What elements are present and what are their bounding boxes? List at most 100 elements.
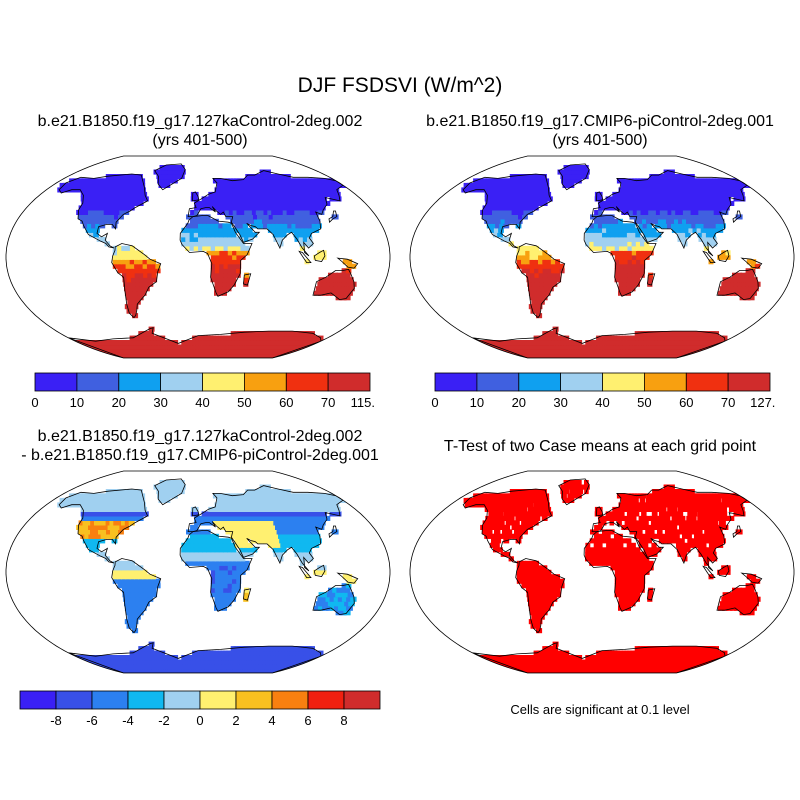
- grid-cell: [210, 574, 216, 580]
- grid-cell: [525, 560, 531, 566]
- grid-cell: [619, 254, 624, 260]
- grid-cell: [627, 335, 633, 341]
- grid-cell: [181, 655, 186, 661]
- grid-cell: [595, 349, 599, 355]
- grid-cell: [309, 209, 317, 215]
- grid-cell: [681, 232, 687, 238]
- grid-cell: [215, 263, 220, 269]
- grid-cell: [215, 511, 221, 517]
- grid-cell: [130, 623, 137, 629]
- grid-cell: [593, 223, 599, 229]
- grid-cell: [529, 583, 535, 589]
- grid-cell: [308, 529, 315, 535]
- grid-cell: [337, 596, 345, 602]
- grid-cell: [125, 560, 131, 566]
- grid-cell: [279, 538, 285, 544]
- grid-cell: [214, 542, 220, 548]
- grid-cell: [117, 578, 123, 584]
- grid-cell: [236, 574, 242, 580]
- grid-cell: [666, 169, 675, 175]
- grid-cell: [216, 340, 221, 346]
- grid-cell: [529, 560, 535, 566]
- grid-cell: [597, 218, 603, 224]
- grid-cell: [125, 263, 131, 269]
- grid-cell: [313, 542, 320, 548]
- grid-cell: [284, 214, 291, 220]
- grid-cell: [228, 191, 235, 197]
- grid-cell: [692, 214, 699, 220]
- grid-cell: [222, 538, 228, 544]
- grid-cell: [214, 502, 220, 508]
- grid-cell: [630, 286, 636, 292]
- grid-cell: [735, 592, 741, 598]
- grid-cell: [336, 182, 347, 188]
- grid-cell: [242, 200, 248, 206]
- grid-cell: [232, 259, 237, 265]
- grid-cell: [138, 254, 144, 260]
- grid-cell: [616, 196, 621, 202]
- coastline-eurasia: [187, 170, 344, 257]
- grid-cell: [232, 209, 238, 215]
- grid-cell: [621, 650, 627, 656]
- grid-cell: [726, 592, 733, 598]
- grid-cell: [313, 227, 320, 233]
- grid-cell: [581, 174, 586, 180]
- grid-cell: [658, 205, 665, 211]
- grid-cell: [657, 214, 663, 220]
- grid-cell: [534, 623, 541, 629]
- grid-cell: [609, 655, 614, 661]
- grid-cell: [327, 286, 335, 292]
- grid-cell: [122, 592, 128, 598]
- grid-cell: [747, 277, 754, 283]
- grid-cell: [128, 619, 135, 625]
- grid-cell: [623, 578, 629, 584]
- grid-cell: [647, 232, 653, 238]
- grid-cell: [548, 281, 554, 287]
- grid-cell: [142, 578, 148, 584]
- grid-cell: [612, 340, 617, 346]
- grid-cell: [134, 583, 140, 589]
- grid-cell: [667, 223, 673, 229]
- grid-cell: [134, 515, 140, 521]
- grid-cell: [532, 601, 538, 607]
- grid-cell: [589, 232, 595, 238]
- grid-cell: [254, 187, 261, 193]
- grid-cell: [507, 200, 515, 206]
- grid-cell: [84, 524, 91, 530]
- grid-cell: [636, 250, 641, 256]
- grid-cell: [709, 646, 719, 652]
- grid-cell: [641, 214, 647, 220]
- grid-cell: [234, 200, 240, 206]
- grid-cell: [185, 223, 191, 229]
- grid-cell: [619, 574, 624, 580]
- grid-cell: [278, 209, 286, 215]
- grid-cell: [117, 263, 123, 269]
- grid-cell: [614, 254, 620, 260]
- grid-cell: [347, 574, 353, 580]
- grid-cell: [263, 538, 269, 544]
- grid-cell: [721, 250, 727, 256]
- grid-cell: [117, 583, 123, 589]
- grid-cell: [223, 587, 229, 593]
- grid-cell: [535, 299, 541, 305]
- grid-cell: [275, 515, 282, 521]
- grid-cell: [180, 344, 185, 350]
- grid-cell: [222, 277, 228, 283]
- grid-cell: [234, 533, 240, 539]
- grid-cell: [318, 277, 325, 283]
- grid-cell: [257, 187, 264, 193]
- grid-cell: [198, 655, 202, 661]
- grid-cell: [210, 551, 216, 557]
- grid-cell: [89, 542, 96, 548]
- grid-cell: [109, 205, 116, 211]
- grid-cell: [691, 223, 698, 229]
- grid-cell: [643, 227, 649, 233]
- grid-cell: [227, 502, 233, 508]
- grid-cell: [597, 227, 603, 233]
- grid-cell: [602, 556, 607, 562]
- grid-cell: [188, 664, 193, 670]
- grid-cell: [530, 272, 536, 278]
- grid-cell: [263, 209, 270, 215]
- grid-cell: [747, 592, 754, 598]
- grid-cell: [626, 191, 631, 197]
